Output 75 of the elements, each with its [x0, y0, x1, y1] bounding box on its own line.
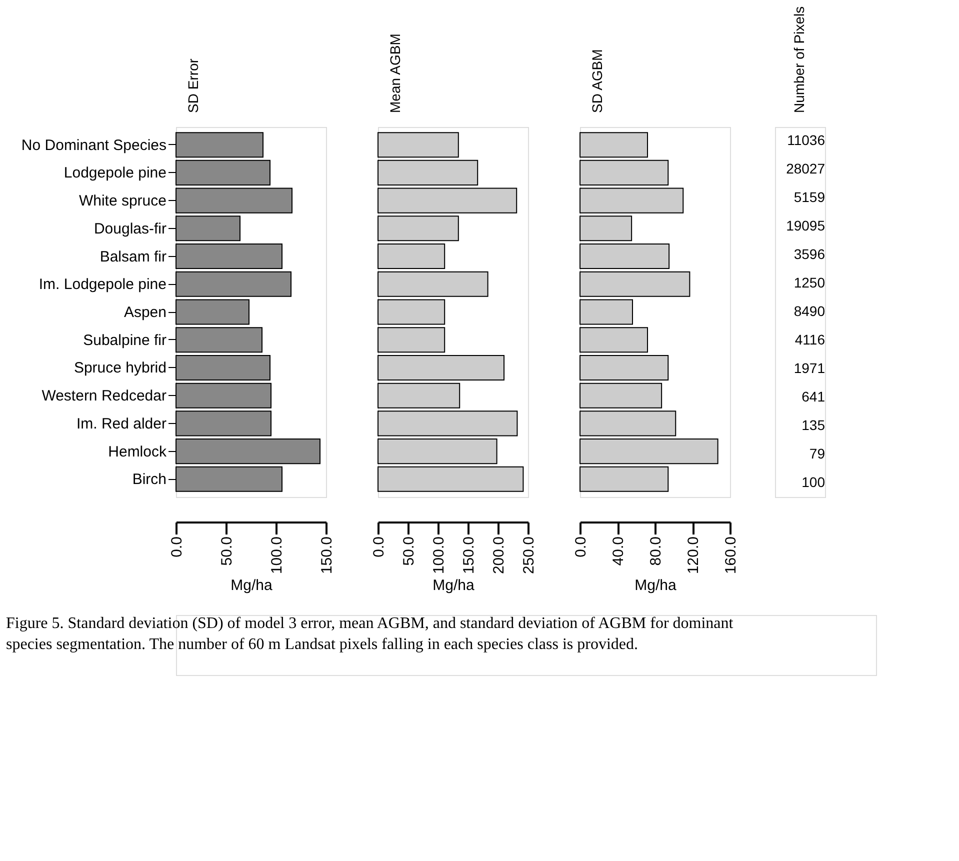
caption: Figure 5. Standard deviation (SD) of model 3 error, mean AGBM, and standard deviation of AGBM for dominant species segmentation. The number of 60 m Landsat pixels falling in each species class is provided.: [6, 615, 734, 653]
x-tick-label: 100.0: [268, 536, 286, 574]
x-tick-label: 150.0: [460, 536, 478, 574]
bar: [580, 132, 648, 158]
x-tick-label: 0.0: [370, 536, 388, 558]
bar: [580, 466, 669, 492]
bar: [580, 244, 670, 270]
bar: [378, 327, 446, 353]
data-label: 4116: [794, 331, 826, 348]
y-tick-label: Im. Lodgepole pine: [38, 276, 166, 294]
data-label: 8490: [794, 303, 826, 319]
bar: [378, 438, 498, 464]
text: Number of Pixels: [791, 6, 807, 113]
y-tick-label: Balsam fir: [100, 248, 166, 266]
bar: [378, 160, 478, 186]
x-tick-label: 50.0: [400, 536, 418, 566]
x-axis-title: Mg/ha: [230, 577, 273, 594]
x-tick-label: 150.0: [318, 536, 336, 574]
data-label: 3596: [794, 246, 826, 262]
x-tick-label: 120.0: [685, 536, 702, 574]
data-label: 11036: [787, 132, 826, 148]
chart-title: SD Error: [185, 58, 201, 113]
bar: [580, 327, 648, 353]
bar: [580, 410, 676, 436]
data-label: 19095: [786, 218, 826, 234]
y-tick-label: Subalpine fir: [83, 332, 166, 349]
data-label: 28027: [786, 160, 826, 177]
x-tick-label: 80.0: [648, 536, 664, 566]
y-tick-label: Spruce hybrid: [74, 360, 166, 377]
y-tick-label: Birch: [132, 471, 166, 488]
y-tick-label: Aspen: [124, 304, 166, 321]
y-tick-label: White spruce: [78, 192, 166, 210]
bar: [580, 188, 684, 214]
bar: [580, 382, 662, 408]
x-tick-label: 50.0: [218, 536, 236, 566]
data-label: 135: [802, 416, 826, 433]
bar: [378, 382, 460, 408]
x-tick-label: 40.0: [610, 536, 627, 566]
y-tick-label: Lodgepole pine: [64, 164, 166, 182]
x-tick-label: 200.0: [490, 536, 508, 574]
data-label: 1971: [794, 360, 826, 376]
data-label: 100: [802, 474, 826, 490]
x-axis-title: Mg/ha: [432, 577, 475, 594]
bar: [580, 354, 669, 380]
y-tick-label: No Dominant Species: [21, 136, 166, 154]
bar: [378, 244, 446, 270]
data-label: 1250: [794, 274, 826, 291]
bar: [580, 271, 690, 297]
y-tick-label: Western Redcedar: [42, 388, 166, 405]
y-tick-label: Im. Red alder: [76, 415, 166, 432]
chart-title: Mean AGBM: [387, 34, 403, 113]
y-tick-label: Hemlock: [108, 443, 167, 460]
chart-title: SD AGBM: [589, 49, 605, 113]
x-tick-label: 100.0: [430, 536, 448, 574]
bar: [580, 160, 669, 186]
bar: [378, 354, 504, 380]
bar: [580, 438, 718, 464]
x-tick-label: 0.0: [572, 536, 590, 558]
y-tick-label: Douglas-fir: [94, 220, 166, 238]
data-label: 5159: [794, 189, 826, 206]
x-tick-label: 250.0: [520, 536, 538, 574]
x-axis-title: Mg/ha: [634, 577, 677, 594]
bar: [378, 410, 518, 436]
bar: [378, 188, 518, 214]
bar: [378, 271, 488, 297]
x-tick-label: 0.0: [168, 536, 186, 558]
bar: [580, 216, 632, 242]
bar: [378, 216, 459, 242]
data-label: 641: [802, 388, 826, 404]
bar: [580, 299, 633, 325]
bar: [378, 466, 524, 492]
x-tick-label: 160.0: [722, 536, 740, 574]
bar: [378, 132, 459, 158]
bar: [378, 299, 446, 325]
data-label: 79: [809, 445, 826, 462]
